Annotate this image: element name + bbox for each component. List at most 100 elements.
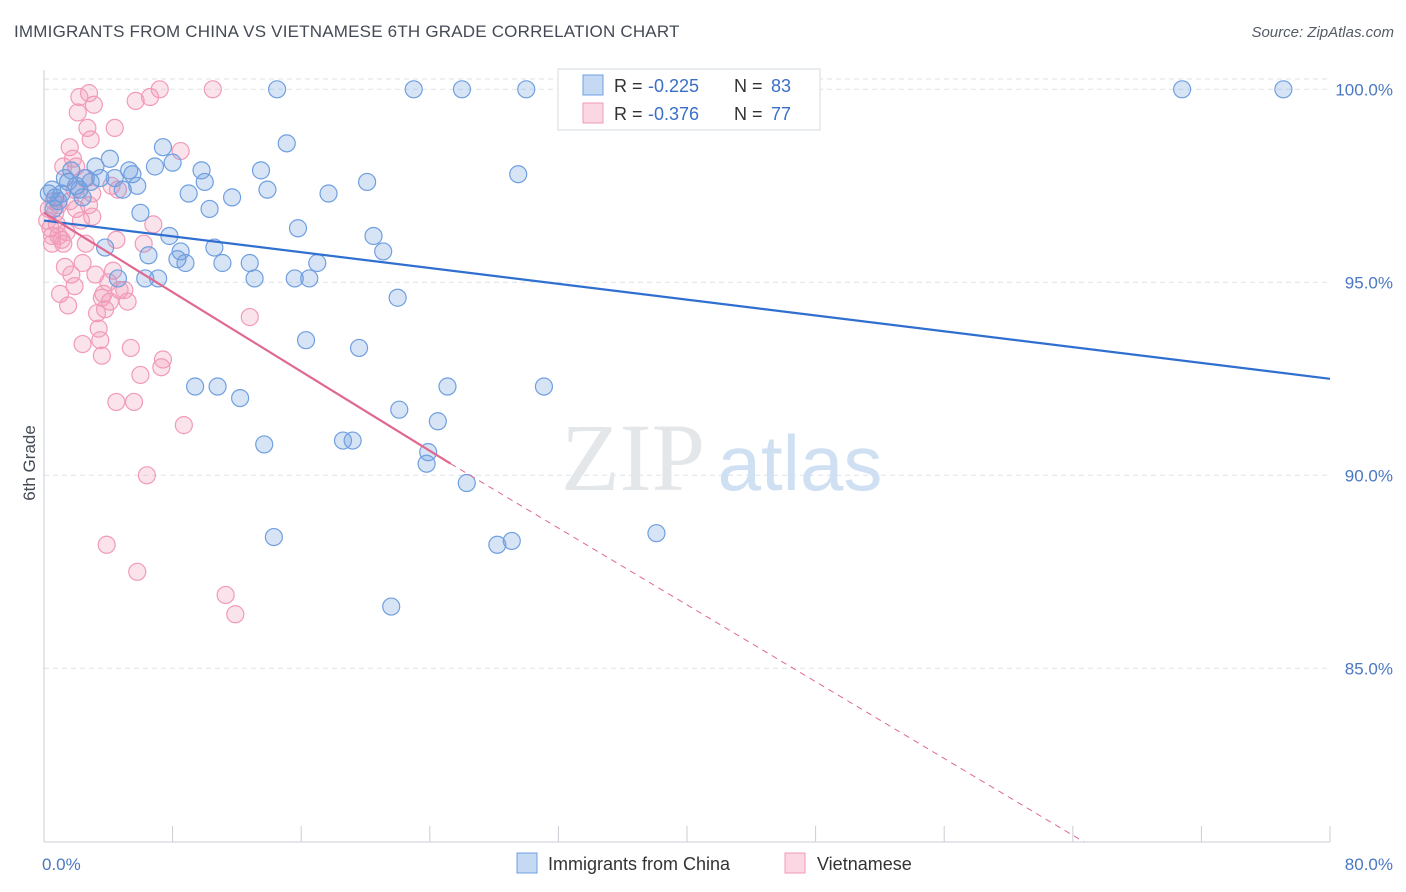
vietnamese-point	[203, 80, 222, 99]
china-point	[258, 180, 277, 199]
china-point	[222, 188, 242, 207]
china-point	[502, 531, 521, 551]
china-point	[296, 331, 316, 350]
china-point	[509, 165, 528, 184]
china-point	[438, 377, 457, 396]
series-legend: Immigrants from China Vietnamese	[516, 852, 912, 874]
legend-r-label: R =	[614, 104, 643, 124]
vietnamese-point	[240, 307, 259, 327]
china-point	[208, 377, 227, 396]
vietnamese-point	[134, 234, 153, 253]
vietnamese-point	[78, 118, 97, 138]
china-point	[388, 288, 407, 307]
vietnamese-point	[131, 365, 150, 385]
vietnamese-point	[84, 95, 103, 114]
china-point	[382, 597, 401, 616]
vietnamese-point	[126, 91, 145, 110]
vietnamese-point	[83, 207, 102, 226]
china-point	[428, 412, 447, 431]
china-point	[333, 431, 353, 450]
china-point	[417, 454, 436, 473]
stats-legend: R = -0.225 N = 83 R = -0.376 N = 77	[557, 68, 821, 131]
china-point	[139, 246, 158, 265]
vietnamese-point	[97, 535, 116, 554]
legend-n-label: N =	[734, 104, 763, 124]
vietnamese-point	[89, 319, 108, 338]
vietnamese-point	[62, 265, 81, 284]
watermark: ZIP atlas	[561, 404, 882, 511]
watermark-zip: ZIP	[561, 404, 705, 511]
china-point	[277, 134, 296, 153]
legend-box	[557, 68, 821, 131]
axes	[43, 70, 1331, 843]
china-point	[1173, 80, 1192, 99]
china-point	[517, 80, 536, 99]
china-point	[91, 168, 110, 188]
china-point	[1274, 80, 1293, 99]
china-point	[240, 253, 259, 273]
vietnamese-point	[153, 350, 173, 369]
y-tick-labels: 100.0% 95.0% 90.0% 85.0%	[1335, 80, 1393, 678]
china-point	[128, 176, 147, 195]
china-point	[364, 226, 383, 246]
china-point	[108, 269, 128, 288]
vietnamese-point	[105, 118, 124, 138]
legend-n-value: 83	[771, 76, 791, 96]
china-point	[153, 138, 173, 157]
vietnamese-legend-swatch	[582, 102, 604, 124]
china-legend-label: Immigrants from China	[548, 854, 731, 874]
china-legend-swatch	[582, 74, 604, 96]
china-point	[300, 269, 319, 288]
china-point	[452, 80, 472, 99]
china-point	[86, 157, 105, 176]
chart-title: IMMIGRANTS FROM CHINA VS VIETNAMESE 6TH …	[14, 22, 680, 41]
china-point	[95, 238, 115, 257]
china-point	[358, 172, 377, 192]
vietnamese-trend-extension	[450, 463, 1085, 843]
vietnamese-point	[65, 277, 84, 296]
legend-n-value: 77	[771, 104, 791, 124]
vietnamese-point	[92, 346, 111, 365]
vietnamese-point	[137, 466, 156, 485]
china-point	[171, 242, 190, 261]
china-point	[123, 165, 142, 184]
vietnamese-point	[70, 87, 89, 107]
china-point	[195, 172, 214, 192]
china-point	[100, 149, 120, 168]
legend-n-label: N =	[734, 76, 763, 96]
china-point	[231, 389, 250, 408]
vietnamese-point	[115, 280, 134, 300]
legend-r-label: R =	[614, 76, 643, 96]
china-point	[255, 435, 274, 454]
china-point	[267, 80, 287, 99]
vietnamese-point	[68, 103, 87, 122]
x-tick-label-max: 80.0%	[1345, 855, 1393, 874]
china-point	[390, 400, 409, 419]
vietnamese-point	[91, 331, 110, 350]
vietnamese-point	[73, 253, 92, 273]
vietnamese-point	[67, 199, 86, 219]
china-point	[264, 527, 283, 547]
y-tick-label: 90.0%	[1345, 466, 1393, 485]
vietnamese-point	[108, 180, 128, 199]
vietnamese-point	[59, 296, 78, 315]
china-point	[200, 199, 219, 219]
china-points	[39, 80, 1293, 616]
legend-r-value: -0.225	[648, 76, 699, 96]
y-tick-label: 100.0%	[1335, 80, 1393, 99]
china-point	[457, 473, 476, 493]
vietnamese-point	[107, 392, 126, 412]
vietnamese-point	[81, 130, 100, 149]
vietnamese-points	[38, 80, 259, 624]
vietnamese-trend-line	[43, 211, 452, 465]
vietnamese-legend-swatch	[784, 852, 806, 874]
china-point	[131, 203, 150, 222]
china-trend-line	[43, 219, 1331, 380]
vietnamese-legend-label: Vietnamese	[817, 854, 912, 874]
x-tick-label-min: 0.0%	[42, 855, 81, 874]
china-point	[285, 269, 304, 288]
china-point	[343, 431, 362, 450]
vietnamese-point	[152, 358, 171, 377]
vietnamese-point	[92, 288, 111, 307]
